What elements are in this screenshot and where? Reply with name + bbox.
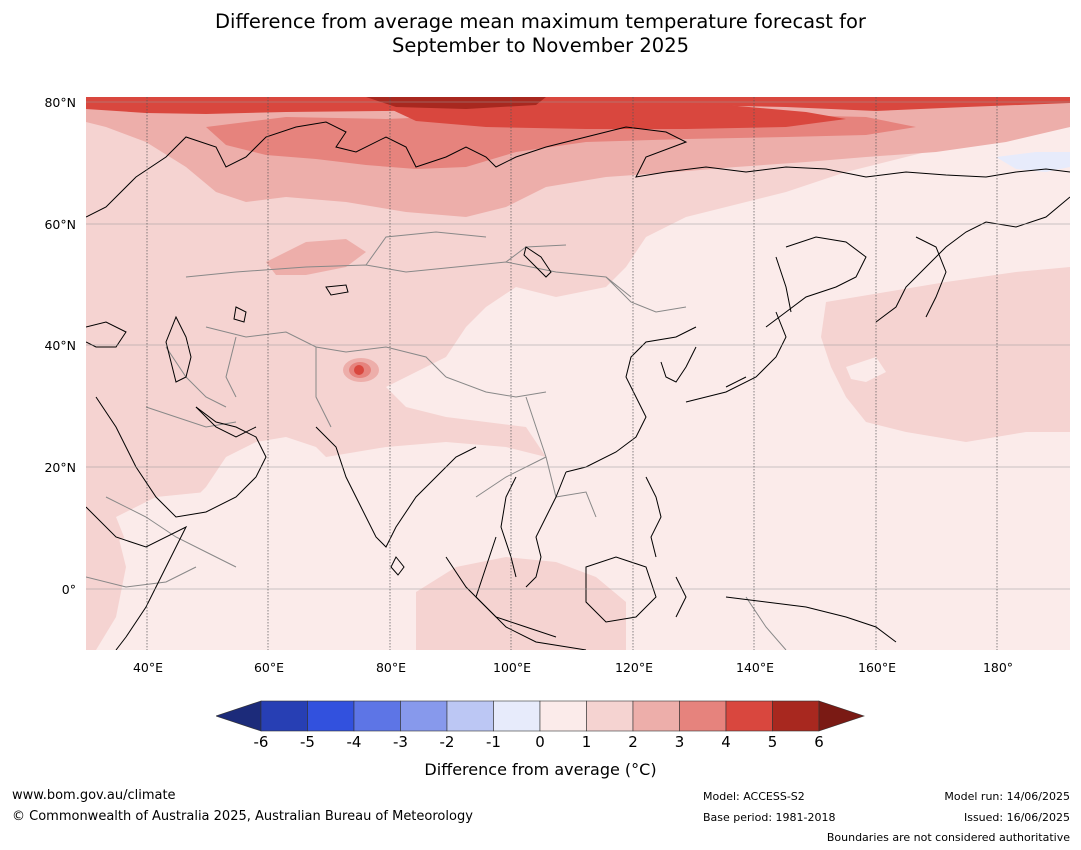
colorbar-tick-label: -6 (253, 733, 269, 751)
colorbar-swatch (632, 700, 680, 732)
anomaly-zone-0-1-southasia (326, 442, 556, 517)
base-period-text: Base period: 1981-2018 (703, 811, 836, 824)
lon-label-80e: 80°E (375, 660, 407, 675)
colorbar-swatch (586, 700, 634, 732)
copyright-text: © Commonwealth of Australia 2025, Austra… (12, 809, 473, 824)
lon-label-100e: 100°E (492, 660, 532, 675)
anomaly-zone-1-2-africa (86, 517, 126, 650)
anomaly-zone-1-2-pacific (821, 267, 1070, 442)
anomaly-zone-1-2-main (86, 97, 1070, 552)
anomaly-zone-0-1-east (646, 182, 1070, 327)
colorbar-extend-high (818, 700, 865, 732)
website-link[interactable]: www.bom.gov.au/climate (12, 788, 176, 803)
colorbar-swatch (260, 700, 308, 732)
colorbar-swatch (725, 700, 773, 732)
anomaly-zone-0-1-pacific (846, 357, 886, 382)
colorbar-tick-label: -4 (346, 733, 362, 751)
colorbar-swatch (679, 700, 727, 732)
coastlines (86, 121, 1070, 650)
lat-label-60n: 60°N (44, 217, 76, 232)
lat-label-20n: 20°N (44, 460, 76, 475)
model-text: Model: ACCESS-S2 (703, 790, 805, 803)
anomaly-zone-5-6 (366, 97, 546, 109)
lon-label-140e: 140°E (735, 660, 775, 675)
anomaly-zone-4-5-arctic (386, 102, 846, 129)
forecast-map (86, 97, 1070, 650)
colorbar-swatches (216, 700, 865, 732)
colorbar-swatch (446, 700, 494, 732)
colorbar-tick-label: -3 (393, 733, 408, 751)
colorbar-tick-label: -1 (486, 733, 501, 751)
colorbar-tick-label: 4 (721, 733, 731, 751)
disclaimer-text: Boundaries are not considered authoritat… (826, 831, 1070, 844)
anomaly-zone-1-2-indian (416, 557, 626, 650)
lat-label-80n: 80°N (44, 95, 76, 110)
lon-label-120e: 120°E (614, 660, 654, 675)
colorbar-tick-label: 2 (628, 733, 638, 751)
colorbar-tick-label: -5 (300, 733, 315, 751)
colorbar-label: Difference from average (°C) (424, 760, 657, 779)
colorbar (216, 700, 865, 732)
lon-label-40e: 40°E (132, 660, 164, 675)
lon-label-180: 180° (982, 660, 1014, 675)
anomaly-zone-0-1-arabia (116, 492, 246, 547)
colorbar-swatch (772, 700, 820, 732)
title-line-2: September to November 2025 (391, 34, 690, 57)
colorbar-swatch (307, 700, 355, 732)
lat-label-40n: 40°N (44, 338, 76, 353)
colorbar-tick-label: 1 (581, 733, 592, 751)
colorbar-tick-label: -2 (439, 733, 455, 751)
issued-text: Issued: 16/06/2025 (963, 811, 1070, 824)
anomaly-hotspot-core (354, 365, 364, 375)
title-line-1: Difference from average mean maximum tem… (215, 10, 866, 33)
colorbar-extend-low (216, 700, 262, 732)
anomaly-zone-0-1-china (496, 345, 606, 382)
map-svg (86, 97, 1070, 650)
colorbar-tick-label: 6 (814, 733, 824, 751)
lon-label-160e: 160°E (857, 660, 897, 675)
colorbar-tick-label: 5 (767, 733, 778, 751)
model-run-text: Model run: 14/06/2025 (944, 790, 1070, 803)
colorbar-swatch (493, 700, 541, 732)
lat-label-0: 0° (61, 582, 76, 597)
lon-label-60e: 60°E (253, 660, 285, 675)
graticule (86, 97, 1070, 650)
anomaly-zone-cool (996, 152, 1070, 172)
colorbar-swatch (353, 700, 401, 732)
colorbar-swatch (539, 700, 587, 732)
colorbar-tick-label: 3 (674, 733, 685, 751)
colorbar-tick-label: 0 (535, 733, 545, 751)
map-title: Difference from average mean maximum tem… (0, 10, 1081, 58)
colorbar-swatch (400, 700, 448, 732)
